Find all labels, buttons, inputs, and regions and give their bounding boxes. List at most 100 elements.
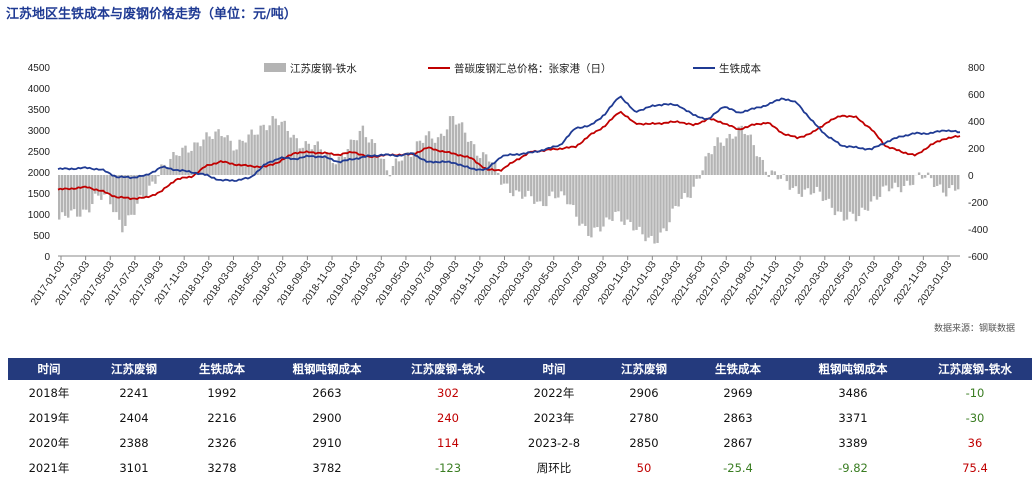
bar-spread [262, 124, 265, 175]
bar-spread [620, 175, 623, 222]
bar-spread [806, 175, 810, 189]
table-cell: 114 [437, 435, 459, 450]
bar-spread [572, 175, 575, 206]
bar-spread [527, 175, 530, 191]
bar-spread [166, 167, 169, 175]
bar-spread [947, 175, 951, 189]
bar-spread [136, 175, 139, 204]
table-header-cell: 时间 [508, 358, 600, 380]
bar-spread [436, 137, 440, 175]
table-cell: 3486 [838, 385, 868, 400]
table-cell: 3389 [838, 435, 868, 450]
bar-spread [172, 151, 175, 175]
bar-spread [319, 149, 322, 175]
bar-spread [238, 139, 241, 175]
bar-spread [130, 175, 133, 215]
y-left-tick-label: 1500 [28, 189, 51, 200]
bar-spread [533, 175, 536, 204]
bar-spread [677, 175, 680, 207]
table-cell: 2910 [312, 435, 342, 450]
bar-spread [857, 175, 861, 217]
y-left-tick-label: 2500 [28, 147, 51, 158]
bar-spread [950, 175, 954, 186]
table-cell: 2023年 [533, 410, 575, 425]
bar-spread [61, 175, 64, 213]
bar-spread [845, 175, 849, 220]
bar-spread [493, 161, 497, 175]
bar-spread [64, 175, 67, 216]
bar-spread [331, 162, 335, 175]
table-cell: -10 [965, 385, 985, 400]
bar-spread [301, 147, 304, 175]
bar-spread [148, 175, 151, 186]
bar-spread [142, 175, 145, 198]
bar-spread [241, 140, 244, 175]
y-left-tick-label: 2000 [28, 168, 51, 179]
bar-spread [76, 175, 79, 217]
bar-spread [352, 139, 356, 175]
bar-spread [346, 149, 350, 175]
bar-spread [496, 172, 500, 175]
bar-spread [671, 175, 674, 209]
bar-spread [379, 158, 383, 175]
table-cell: 2018年 [28, 385, 70, 400]
bar-spread [67, 175, 70, 218]
bar-spread [475, 155, 479, 175]
bar-spread [560, 175, 563, 192]
bar-spread [536, 175, 539, 202]
bar-spread [611, 175, 614, 221]
chart: 050010001500200025003000350040004500-600… [28, 62, 989, 308]
bar-spread [836, 175, 840, 212]
bar-spread [812, 175, 816, 194]
y-right-tick-label: 600 [968, 90, 985, 101]
bar-spread [502, 175, 506, 184]
line-pig-iron-cost [57, 95, 961, 182]
bar-spread [893, 175, 897, 183]
bar-spread [109, 175, 112, 205]
bar-spread [394, 158, 398, 175]
bar-spread [448, 116, 452, 175]
bar-spread [190, 150, 193, 175]
bar-spread [512, 175, 515, 197]
legend-label: 江苏废钢-铁水 [290, 62, 357, 75]
bar-spread [367, 142, 371, 175]
y-left-tick-label: 4000 [28, 84, 51, 95]
bar-spread [133, 175, 136, 215]
table-cell: -9.82 [838, 460, 868, 475]
bar-spread [599, 175, 602, 232]
bar-spread [442, 135, 446, 175]
y-left-tick-label: 4500 [28, 63, 51, 74]
y-left-tick-label: 3500 [28, 105, 51, 116]
bar-spread [944, 175, 948, 197]
bar-spread [400, 160, 404, 175]
bar-spread [551, 175, 554, 192]
bar-spread [85, 175, 88, 210]
bar-spread [226, 135, 229, 175]
bar-spread [878, 175, 882, 197]
bar-spread [340, 154, 344, 175]
bar-spread [127, 175, 130, 216]
bar-spread [259, 125, 262, 175]
bar-spread [650, 175, 653, 236]
bar-spread [581, 175, 584, 224]
bar-spread [575, 175, 578, 217]
bar-spread [88, 175, 91, 213]
bar-spread [935, 175, 939, 186]
table-row: 2021年 3101 3278 3782 -123 周环比 50 -25.4 -9.82 75.4 [8, 455, 1032, 480]
bar-spread [863, 175, 867, 210]
bar-spread [235, 149, 238, 175]
bar-spread [484, 154, 488, 175]
bar-spread [328, 153, 332, 175]
bar-spread [653, 175, 656, 244]
table-cell: 3782 [312, 460, 342, 475]
bar-spread [728, 133, 731, 175]
bar-spread [854, 175, 858, 222]
bar-spread [917, 172, 921, 175]
bar-spread [103, 175, 106, 195]
bar-spread [232, 150, 235, 175]
bar-spread [337, 156, 341, 175]
bar-spread [797, 175, 801, 194]
bar-spread [758, 157, 761, 175]
bar-spread [97, 175, 100, 196]
bar-spread [698, 175, 701, 179]
